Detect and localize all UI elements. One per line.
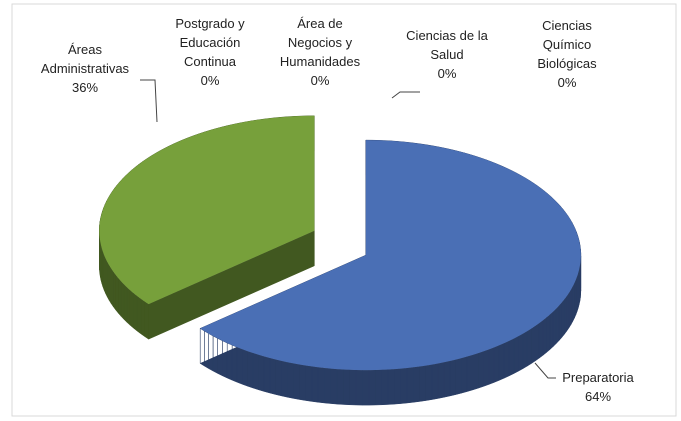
- category-label: Ciencias Químico Biológicas: [537, 18, 597, 71]
- data-label: Área de Negocios y Humanidades 0%: [279, 14, 361, 90]
- value-label: 36%: [71, 80, 99, 95]
- category-label: Postgrado y Educación Continua: [175, 16, 245, 69]
- leader-line: [391, 91, 420, 99]
- data-label: Áreas Administrativas 36%: [38, 40, 133, 97]
- data-label: Ciencias Químico Biológicas 0%: [532, 16, 602, 92]
- value-label: 0%: [310, 73, 330, 88]
- category-label: Ciencias de la Salud: [406, 28, 488, 62]
- slice: [99, 115, 315, 305]
- category-label: Área de Negocios y Humanidades: [279, 16, 361, 69]
- value-label: 0%: [200, 73, 220, 88]
- data-label: Preparatoria 64%: [548, 368, 648, 406]
- value-label: 0%: [437, 66, 457, 81]
- slice: [200, 140, 581, 371]
- leader-line: [140, 79, 158, 123]
- data-label: Postgrado y Educación Continua 0%: [168, 14, 253, 90]
- leader-line: [534, 362, 556, 379]
- value-label: 0%: [557, 75, 577, 90]
- chart-frame: [11, 3, 677, 417]
- data-label: Ciencias de la Salud 0%: [400, 26, 495, 83]
- value-label: 64%: [584, 389, 612, 404]
- category-label: Preparatoria: [562, 370, 634, 385]
- category-label: Áreas Administrativas: [40, 42, 130, 76]
